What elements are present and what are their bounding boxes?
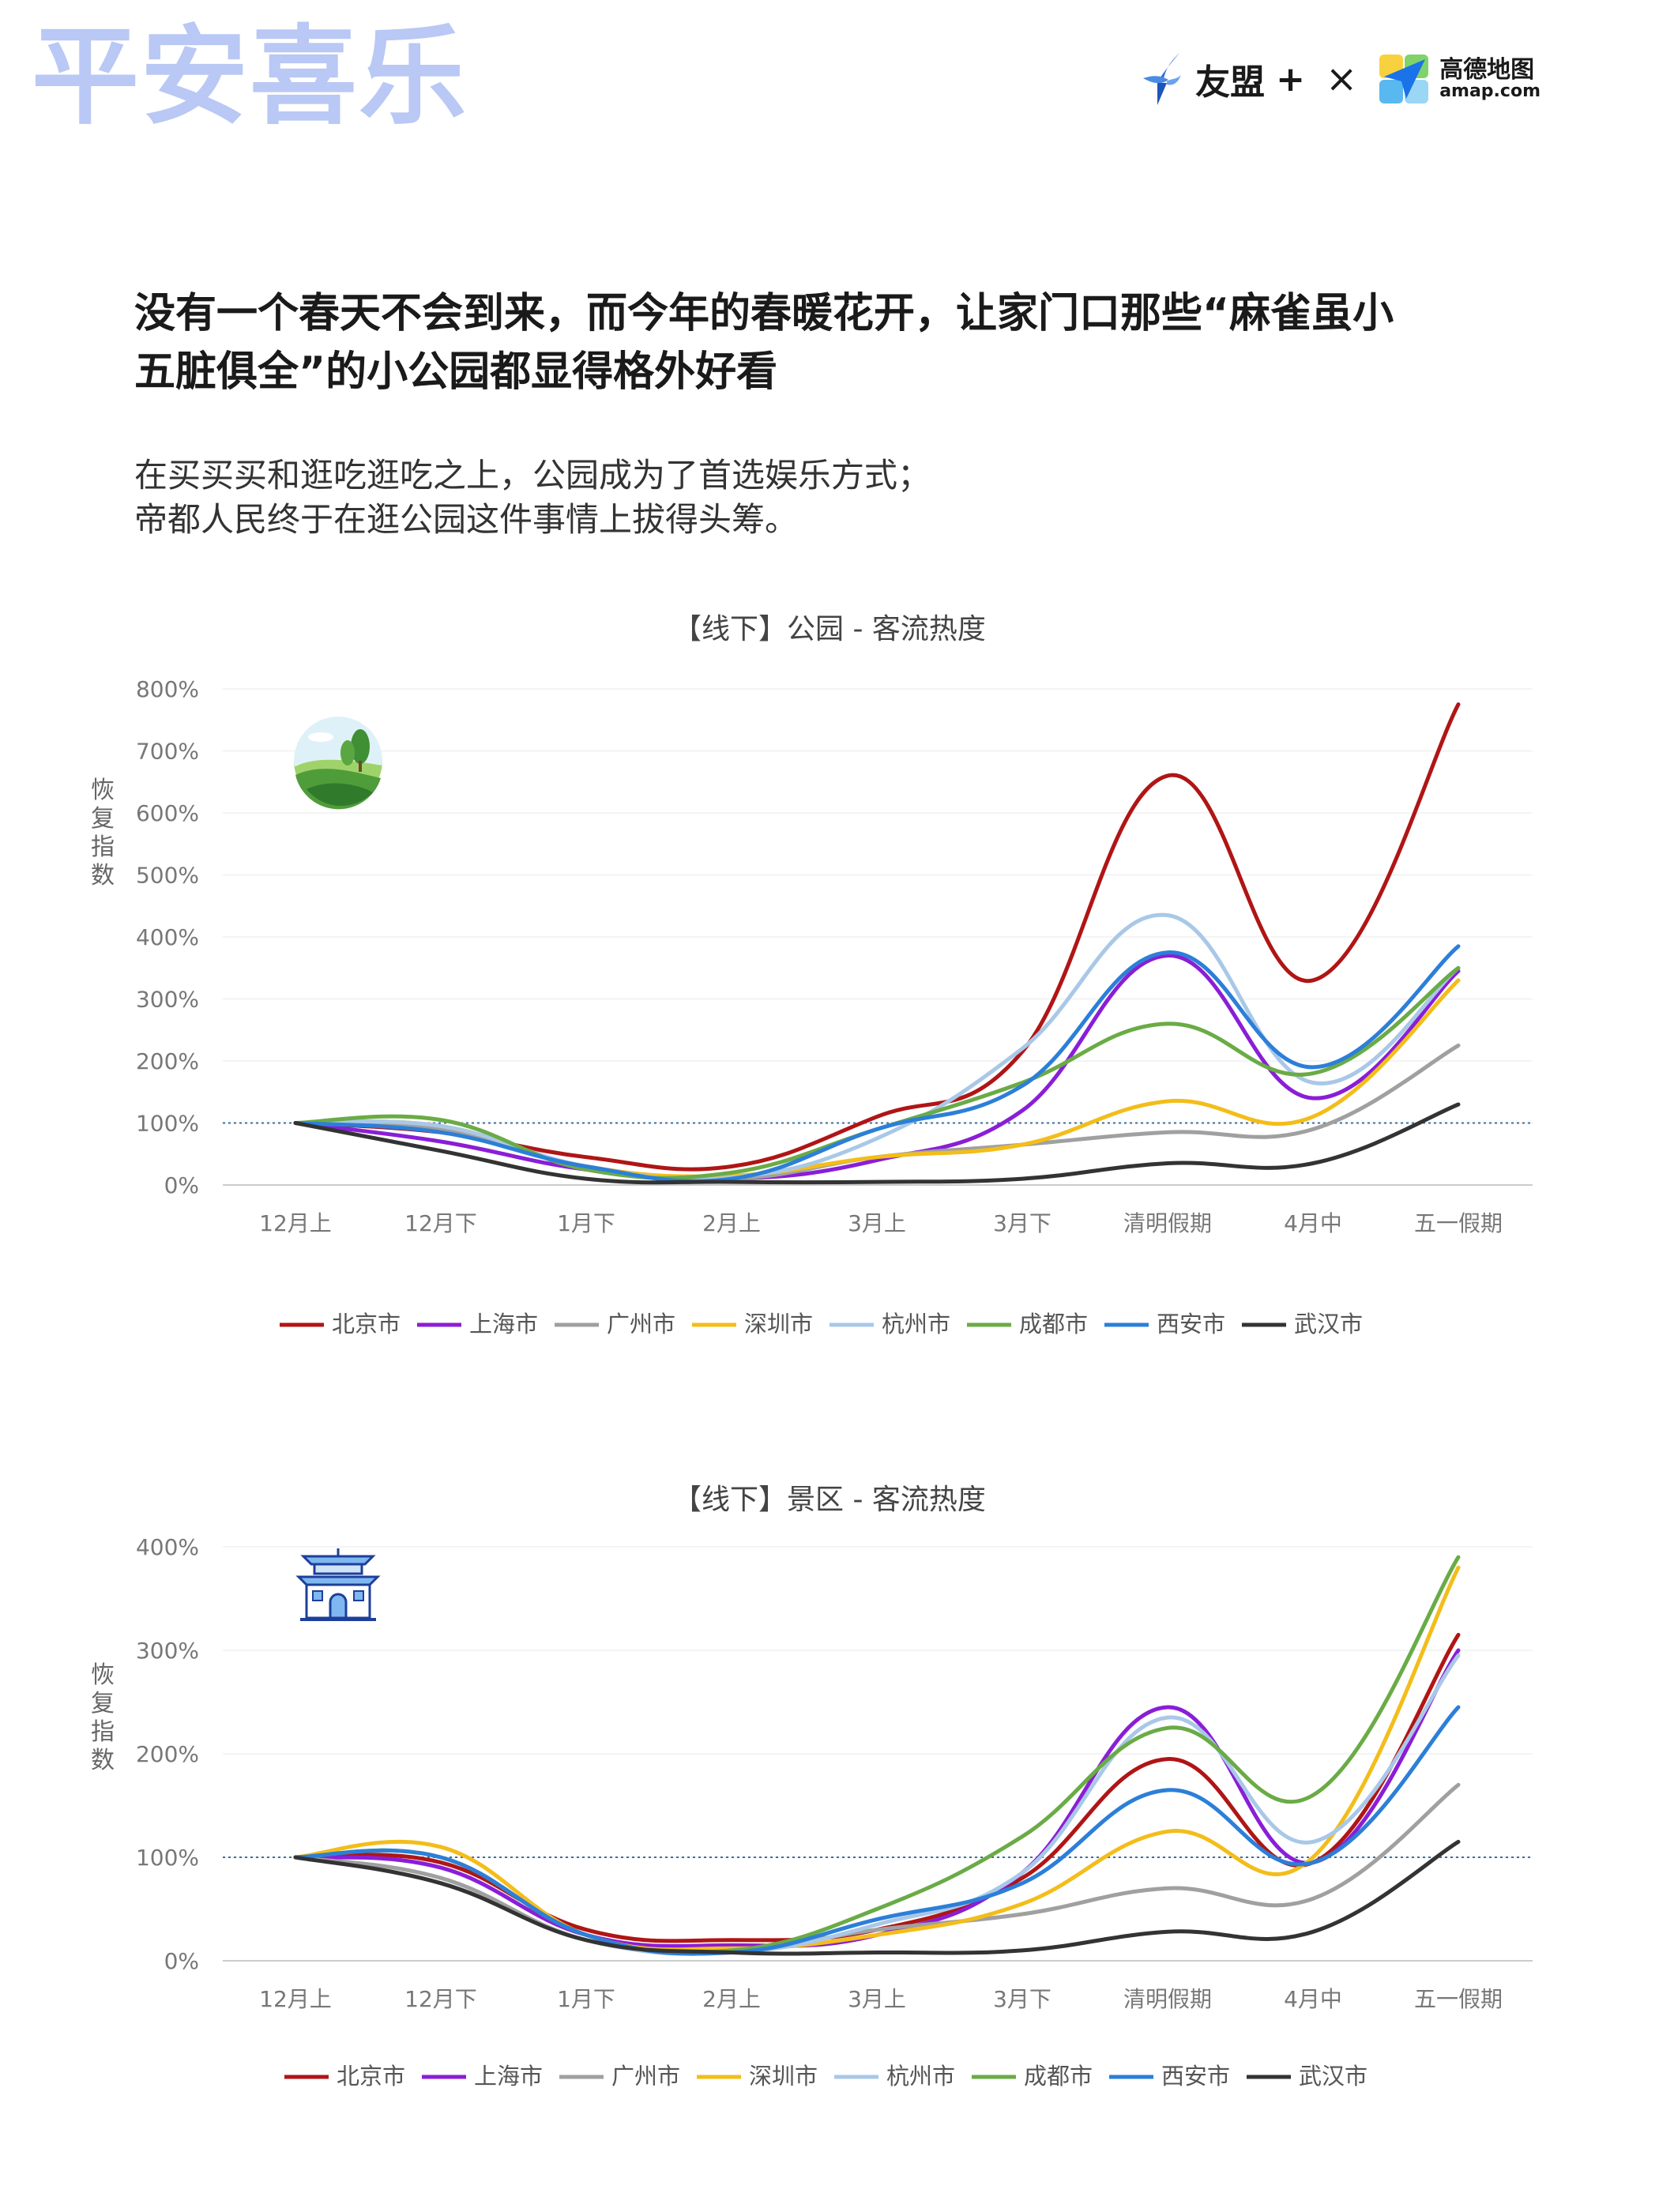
series-line: [293, 912, 1461, 1182]
legend-label: 武汉市: [1294, 1311, 1363, 1337]
y-axis: 0% 100% 200% 300% 400% 500% 600% 700% 800%: [136, 676, 1533, 1198]
y-tick-label: 0%: [164, 1172, 199, 1198]
headline-line-2: 五脏俱全”的小公园都显得格外好看: [134, 348, 778, 396]
y-tick-label: 300%: [136, 1638, 199, 1664]
subtext-line-1: 在买买买和逛吃逛吃之上，公园成为了首选娱乐方式；: [134, 456, 931, 495]
series-group: [293, 1555, 1461, 1956]
amap-logo: 高德地图 amap.com: [1378, 53, 1540, 105]
y-tick-label: 400%: [136, 1534, 199, 1560]
x-tick-label: 五一假期: [1414, 1986, 1503, 2012]
x-tick-label: 清明假期: [1123, 1210, 1212, 1236]
legend-label: 上海市: [469, 1311, 538, 1337]
legend-label: 广州市: [607, 1311, 675, 1337]
legend-label: 西安市: [1157, 1311, 1225, 1337]
park-chart-svg: 【线下】公园 - 客流热度 0% 100% 200% 300% 400% 500% 600% 7…: [91, 613, 1533, 1337]
y-tick-label: 400%: [136, 924, 199, 950]
brand-mark: 平安喜乐: [32, 24, 468, 131]
legend-label: 深圳市: [744, 1311, 813, 1337]
chart-title: 【线下】公园 - 客流热度: [673, 613, 986, 645]
legend-label: 武汉市: [1299, 2063, 1367, 2090]
x-axis: 12月上 12月下 1月下 2月上 3月上 3月下 清明假期 4月中 五一假期: [259, 1986, 1503, 2012]
x-tick-label: 3月下: [993, 1210, 1051, 1236]
y-tick-label: 700%: [136, 739, 199, 765]
subtext: 在买买买和逛吃逛吃之上，公园成为了首选娱乐方式； 帝都人民终于在逛公园这件事情上…: [134, 453, 1556, 542]
x-tick-label: 清明假期: [1123, 1986, 1212, 2012]
series-line: [293, 1102, 1461, 1185]
y-tick-label: 100%: [136, 1111, 199, 1137]
amap-en-text: amap.com: [1439, 81, 1540, 102]
x-tick-label: 12月下: [404, 1210, 477, 1236]
series-line: [293, 1705, 1461, 1956]
series-line: [293, 1648, 1461, 1948]
x-tick-label: 3月上: [848, 1210, 906, 1236]
x-tick-label: 2月上: [702, 1986, 761, 2012]
x-tick-label: 2月上: [702, 1210, 761, 1236]
x-tick-label: 12月上: [259, 1986, 332, 2012]
series-line: [293, 944, 1461, 1183]
y-tick-label: 100%: [136, 1845, 199, 1871]
umeng-logo: 友盟 +: [1140, 51, 1305, 107]
umeng-bird-icon: [1143, 53, 1182, 105]
headline-line-1: 没有一个春天不会到来，而今年的春暖花开，让家门口那些“麻雀虽小: [134, 290, 1394, 337]
legend-label: 北京市: [337, 2063, 405, 2090]
amap-cn-text: 高德地图: [1439, 55, 1535, 84]
legend-label: 成都市: [1019, 1311, 1088, 1337]
legend-label: 西安市: [1161, 2063, 1230, 2090]
y-tick-label: 200%: [136, 1048, 199, 1074]
y-axis-label: 恢复指数: [91, 777, 115, 890]
headline: 没有一个春天不会到来，而今年的春暖花开，让家门口那些“麻雀虽小 五脏俱全”的小公…: [134, 284, 1556, 401]
legend: 北京市 上海市 广州市 深圳市 杭州市 成都市 西安市 武汉市: [280, 1311, 1363, 1337]
x-tick-label: 3月下: [993, 1986, 1051, 2012]
legend-label: 杭州市: [886, 2063, 955, 2090]
y-tick-label: 0%: [164, 1948, 199, 1974]
amap-map-icon: [1379, 55, 1429, 103]
partner-logos: 友盟 + × 高德地图 amap.com: [1140, 46, 1540, 112]
umeng-plus: +: [1276, 58, 1305, 100]
temple-icon: [295, 1548, 381, 1621]
y-axis-label: 恢复指数: [91, 1661, 115, 1774]
x-tick-label: 3月上: [848, 1986, 906, 2012]
legend-label: 上海市: [474, 2063, 543, 2090]
park-icon: [294, 717, 382, 810]
x-tick-label: 1月下: [557, 1986, 615, 2012]
park-chart: 【线下】公园 - 客流热度 0% 100% 200% 300% 400% 500% 600% 7…: [0, 600, 1659, 1359]
series-group: [293, 702, 1461, 1185]
x-axis: 12月上 12月下 1月下 2月上 3月上 3月下 清明假期 4月中 五一假期: [259, 1210, 1503, 1236]
legend: 北京市 上海市 广州市 深圳市 杭州市 成都市 西安市 武汉市: [284, 2063, 1367, 2090]
scenic-chart: 【线下】景区 - 客流热度 0% 100% 200% 300% 400% 恢复指数 12月上 1…: [0, 1469, 1659, 2133]
times-sign: ×: [1325, 57, 1358, 101]
subtext-line-2: 帝都人民终于在逛公园这件事情上拔得头筹。: [134, 500, 799, 539]
legend-label: 北京市: [332, 1311, 401, 1337]
y-tick-label: 500%: [136, 863, 199, 889]
legend-label: 成都市: [1024, 2063, 1093, 2090]
y-tick-label: 300%: [136, 987, 199, 1013]
brand-mark-text: 平安喜乐: [32, 15, 468, 140]
x-tick-label: 五一假期: [1414, 1210, 1503, 1236]
y-tick-label: 600%: [136, 800, 199, 826]
x-tick-label: 12月下: [404, 1986, 477, 2012]
legend-label: 杭州市: [882, 1311, 950, 1337]
x-tick-label: 4月中: [1284, 1986, 1342, 2012]
chart-title: 【线下】景区 - 客流热度: [673, 1484, 986, 1516]
legend-label: 广州市: [611, 2063, 680, 2090]
y-tick-label: 200%: [136, 1741, 199, 1767]
series-line: [293, 1839, 1461, 1956]
umeng-text: 友盟: [1195, 62, 1266, 103]
y-tick-label: 800%: [136, 676, 199, 702]
series-line: [293, 1782, 1461, 1954]
x-tick-label: 4月中: [1284, 1210, 1342, 1236]
series-line: [293, 954, 1461, 1182]
series-line: [293, 1565, 1461, 1952]
x-tick-label: 12月上: [259, 1210, 332, 1236]
x-tick-label: 1月下: [557, 1210, 615, 1236]
series-line: [293, 702, 1461, 1172]
legend-label: 深圳市: [749, 2063, 818, 2090]
